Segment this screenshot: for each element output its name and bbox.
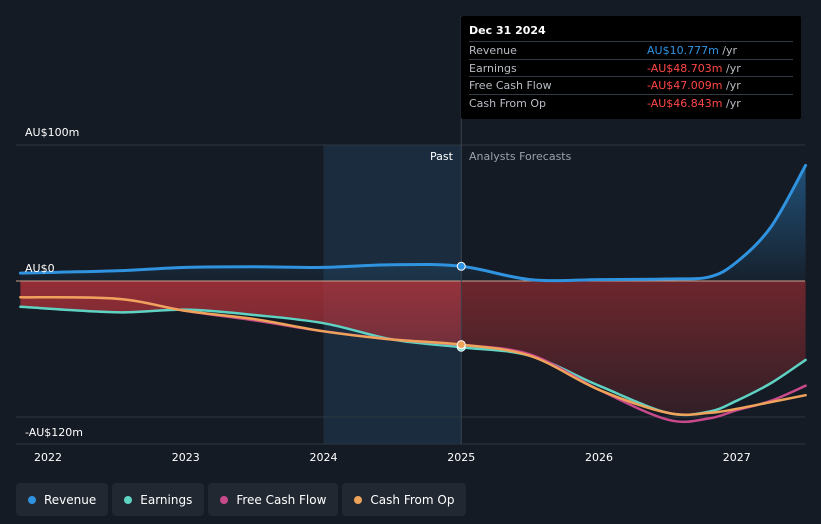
legend-dot-icon [28, 495, 36, 504]
tooltip-value-free-cash-flow: -AU$47.009m /yr [647, 79, 741, 92]
tooltip-label-free-cash-flow: Free Cash Flow [469, 79, 552, 92]
legend-label-free-cash-flow: Free Cash Flow [236, 492, 327, 507]
legend-item-free-cash-flow[interactable]: Free Cash Flow [208, 483, 339, 516]
area-earnings-past [20, 281, 461, 348]
x-tick-2025: 2025 [447, 451, 476, 464]
period-forecast-label: Analysts Forecasts [469, 150, 572, 163]
tooltip-unit: /yr [718, 44, 738, 57]
y-label-zero: AU$0 [25, 262, 55, 275]
x-tick-2022: 2022 [34, 451, 62, 464]
x-tick-2026: 2026 [585, 451, 613, 464]
legend-label-earnings: Earnings [140, 492, 193, 507]
line-revenue [18, 163, 808, 283]
legend-item-cash-from-op[interactable]: Cash From Op [342, 483, 467, 516]
legend-item-revenue[interactable]: Revenue [16, 483, 109, 516]
y-label-top: AU$100m [25, 126, 80, 139]
legend-label-revenue: Revenue [44, 492, 97, 507]
tooltip-unit: /yr [722, 79, 741, 92]
marker-revenue [456, 261, 466, 271]
tooltip-row-free-cash-flow: Free Cash Flow -AU$47.009m /yr [469, 76, 793, 94]
tooltip-value-revenue: AU$10.777m /yr [647, 44, 738, 57]
x-tick-2024: 2024 [309, 451, 338, 464]
tooltip-value-cash-from-op: -AU$46.843m /yr [647, 96, 741, 110]
area-earnings-forecast [461, 281, 806, 415]
x-tick-2023: 2023 [171, 451, 200, 464]
tooltip-label-cash-from-op: Cash From Op [469, 96, 547, 110]
legend: Revenue Earnings Free Cash Flow Cash From O… [16, 483, 467, 516]
tooltip-unit: /yr [722, 61, 741, 75]
legend-label-cash-from-op: Cash From Op [370, 492, 455, 507]
tooltip-value-earnings: -AU$48.703m /yr [647, 61, 741, 75]
legend-dot-icon [354, 495, 363, 504]
series-lines [18, 163, 808, 424]
legend-item-earnings[interactable]: Earnings [112, 483, 205, 516]
hover-markers [456, 261, 466, 352]
legend-dot-icon [124, 495, 133, 504]
data-tooltip: Dec 31 2024 Revenue AU$10.777m /yr Earning… [461, 16, 801, 119]
marker-cash-from-op [456, 340, 466, 350]
tooltip-row-revenue: Revenue AU$10.777m /yr [469, 41, 793, 59]
tooltip-date: Dec 31 2024 [469, 24, 546, 37]
legend-dot-icon [220, 495, 229, 504]
line-earnings [19, 305, 807, 417]
tooltip-label-revenue: Revenue [469, 44, 517, 57]
tooltip-unit: /yr [722, 96, 741, 110]
line-cash-from-op [19, 295, 807, 417]
period-past-label: Past [430, 150, 453, 163]
tooltip-label-earnings: Earnings [469, 61, 517, 75]
y-label-bottom: -AU$120m [25, 426, 84, 439]
tooltip-row-cash-from-op: Cash From Op -AU$46.843m /yr [469, 93, 793, 112]
tooltip-row-earnings: Earnings -AU$48.703m /yr [469, 58, 793, 77]
x-tick-2027: 2027 [722, 451, 751, 464]
